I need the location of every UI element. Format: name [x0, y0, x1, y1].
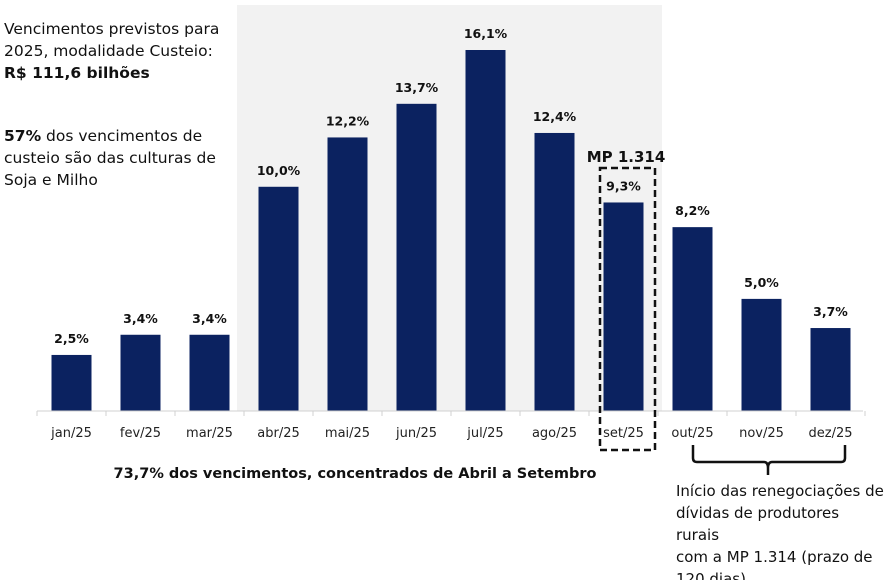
- bar-set-25: [603, 202, 644, 411]
- highlight-band: [237, 5, 662, 411]
- data-label: 5,0%: [744, 275, 779, 290]
- renegotiation-brace: [691, 445, 847, 475]
- bar-jan-25: [51, 354, 92, 411]
- mp-dashed-box: [598, 166, 657, 452]
- total-note: Vencimentos previstos para 2025, modalid…: [4, 18, 219, 84]
- x-tick-label: set/25: [603, 426, 644, 441]
- x-tick-label: dez/25: [809, 426, 853, 441]
- x-tick-label: nov/25: [739, 426, 784, 441]
- x-tick-label: jun/25: [395, 426, 437, 441]
- bar-out-25: [672, 227, 713, 411]
- x-tick-label: jul/25: [466, 426, 503, 441]
- total-line-2: 2025, modalidade Custeio:: [4, 42, 213, 60]
- share-line-2: custeio são das culturas de: [4, 149, 216, 167]
- x-tick-label: ago/25: [532, 426, 577, 441]
- bar-nov-25: [741, 298, 782, 411]
- bar-ago-25: [534, 132, 575, 411]
- data-label: 9,3%: [606, 178, 641, 193]
- data-label: 3,4%: [123, 311, 158, 326]
- bar-mai-25: [327, 137, 368, 411]
- x-tick-label: fev/25: [120, 426, 161, 441]
- renegotiation-line: Início das renegociações de: [676, 482, 884, 500]
- bar-dez-25: [810, 328, 851, 411]
- total-line-1: Vencimentos previstos para: [4, 20, 220, 38]
- bar-abr-25: [258, 186, 299, 411]
- share-text: dos vencimentos de: [41, 127, 203, 145]
- x-tick-label: jan/25: [50, 426, 92, 441]
- x-tick-label: mar/25: [186, 426, 233, 441]
- share-line-3: Soja e Milho: [4, 171, 98, 189]
- data-label: 3,7%: [813, 304, 848, 319]
- renegotiation-note: Início das renegociações de dívidas de p…: [676, 480, 884, 580]
- bar-fev-25: [120, 334, 161, 411]
- renegotiation-line: dívidas de produtores rurais: [676, 504, 840, 544]
- renegotiation-line: 120 dias): [676, 570, 746, 580]
- data-label: 12,4%: [533, 109, 577, 124]
- data-label: 13,7%: [395, 80, 439, 95]
- bar-jun-25: [396, 103, 437, 412]
- data-label: 8,2%: [675, 203, 710, 218]
- x-tick-label: abr/25: [257, 426, 300, 441]
- x-tick-label: mai/25: [325, 426, 370, 441]
- concentration-note: 73,7% dos vencimentos, concentrados de A…: [114, 466, 597, 482]
- data-label: 3,4%: [192, 311, 227, 326]
- total-value: R$ 111,6 bilhões: [4, 64, 150, 82]
- share-note: 57% dos vencimentos de custeio são das c…: [4, 125, 216, 191]
- data-label: 10,0%: [257, 163, 301, 178]
- bar-jul-25: [465, 50, 506, 411]
- mp-label: MP 1.314: [587, 148, 666, 166]
- share-percent: 57%: [4, 127, 42, 145]
- data-label: 2,5%: [54, 331, 89, 346]
- data-label: 12,2%: [326, 113, 370, 128]
- x-tick-label: out/25: [671, 426, 713, 441]
- renegotiation-line: com a MP 1.314 (prazo de: [676, 548, 873, 566]
- bar-mar-25: [189, 334, 230, 411]
- data-label: 16,1%: [464, 26, 508, 41]
